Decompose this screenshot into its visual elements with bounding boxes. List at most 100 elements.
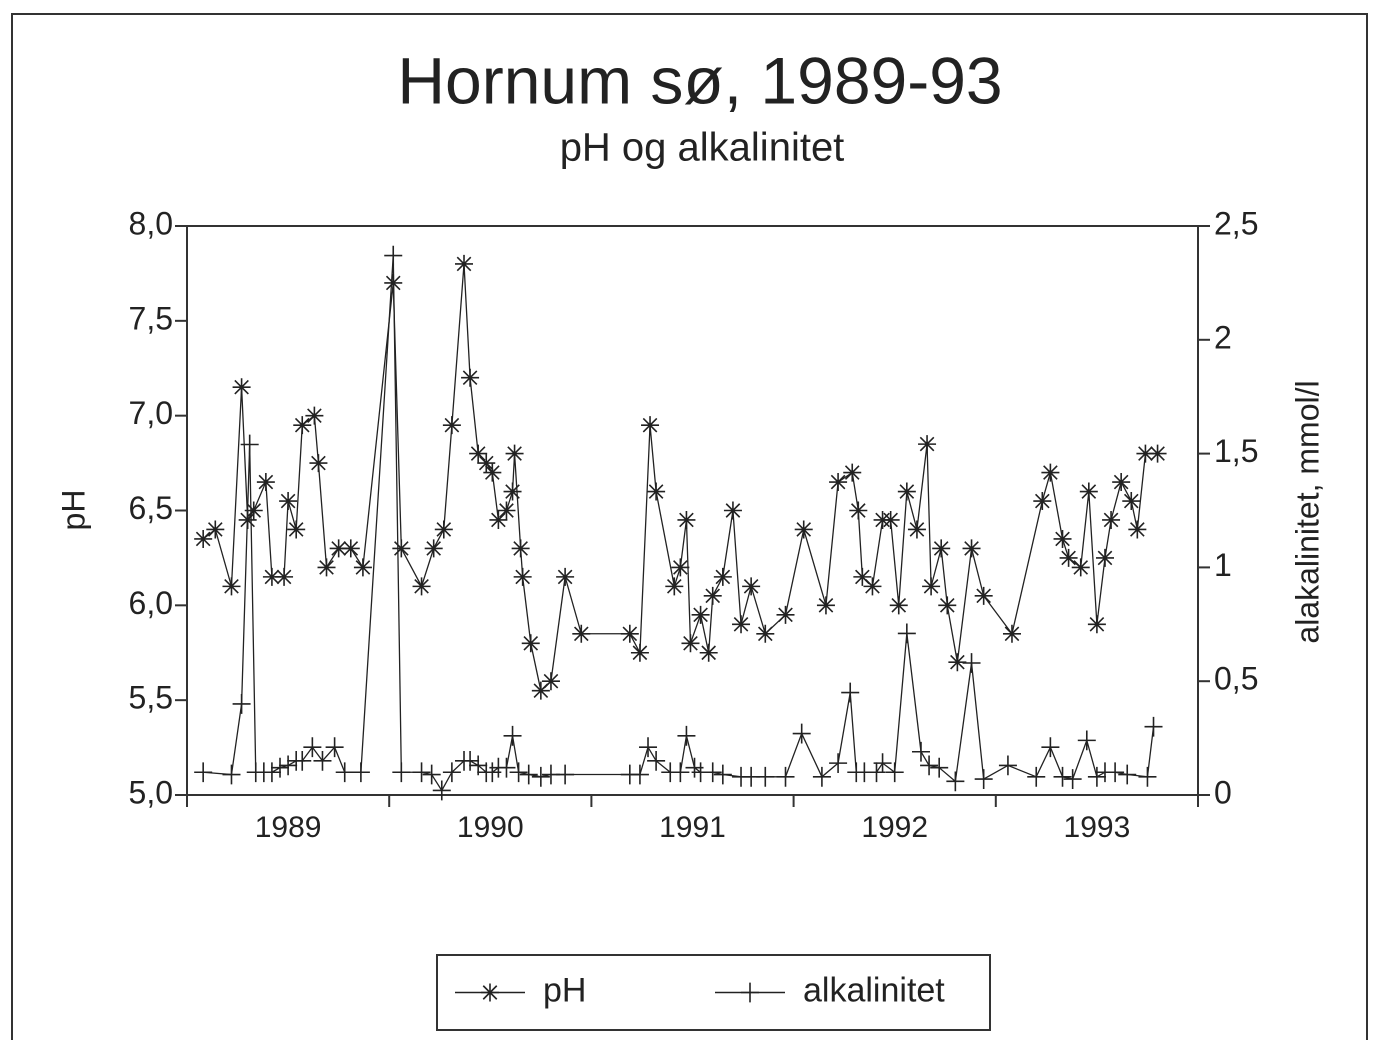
asterisk-marker: [732, 615, 751, 634]
plus-marker: [897, 623, 916, 644]
asterisk-marker: [513, 567, 532, 586]
asterisk-marker: [1102, 510, 1121, 529]
asterisk-marker: [691, 605, 710, 624]
asterisk-marker: [262, 567, 281, 586]
plus-marker: [293, 750, 312, 771]
plus-marker: [262, 762, 281, 783]
plus-marker: [313, 750, 332, 771]
legend-label: pH: [543, 971, 586, 1009]
y2-tick-label: 2,5: [1214, 205, 1258, 241]
asterisk-marker: [222, 577, 241, 596]
plus-marker: [1144, 716, 1163, 737]
plus-marker: [335, 762, 354, 783]
asterisk-marker: [849, 501, 868, 520]
plus-marker: [756, 766, 775, 787]
asterisk-marker: [794, 520, 813, 539]
plus-marker: [998, 755, 1017, 776]
plus-marker: [422, 764, 441, 785]
plus-marker: [671, 762, 690, 783]
plus-marker: [974, 769, 993, 789]
plus-marker: [630, 764, 649, 785]
plus-marker: [1063, 769, 1082, 789]
plus-marker: [303, 737, 322, 758]
y2-tick-label: 1: [1214, 547, 1232, 583]
asterisk-marker: [853, 567, 872, 586]
asterisk-marker: [505, 444, 524, 463]
asterisk-marker: [329, 539, 348, 558]
asterisk-marker: [1095, 548, 1114, 567]
asterisk-marker: [1071, 558, 1090, 577]
asterisk-marker: [279, 492, 298, 511]
plus-marker: [930, 757, 949, 778]
asterisk-marker: [511, 539, 530, 558]
asterisk-marker: [776, 605, 795, 624]
asterisk-marker: [907, 520, 926, 539]
plus-marker: [812, 766, 831, 787]
asterisk-marker: [287, 520, 306, 539]
asterisk-marker: [497, 501, 516, 520]
plus-marker: [351, 762, 370, 783]
asterisk-marker: [938, 596, 957, 615]
asterisk-marker: [948, 653, 967, 672]
y2-tick-label: 1,5: [1214, 433, 1258, 469]
plus-marker: [885, 762, 904, 783]
asterisk-marker: [556, 567, 575, 586]
plus-marker: [194, 762, 213, 783]
asterisk-marker: [392, 539, 411, 558]
y2-axis-label: alakalinitet, mmol/l: [1289, 380, 1325, 643]
asterisk-marker: [309, 454, 328, 473]
asterisk-marker: [477, 454, 496, 473]
plus-marker: [442, 762, 461, 783]
asterisk-marker: [897, 482, 916, 501]
asterisk-marker: [723, 501, 742, 520]
asterisk-marker: [1136, 444, 1155, 463]
asterisk-marker: [541, 672, 560, 691]
asterisk-marker: [1122, 492, 1141, 511]
asterisk-marker: [677, 510, 696, 529]
plus-marker: [873, 753, 892, 774]
x-tick-label: 1990: [457, 811, 524, 844]
plus-marker: [497, 757, 516, 778]
asterisk-marker: [713, 567, 732, 586]
asterisk-marker: [699, 643, 718, 662]
asterisk-marker: [843, 463, 862, 482]
asterisk-marker: [863, 577, 882, 596]
plus-marker: [503, 725, 522, 746]
y-tick-label: 6,5: [129, 490, 173, 526]
plus-marker: [222, 764, 241, 785]
asterisk-marker: [232, 378, 251, 397]
y2-tick-label: 0,5: [1214, 661, 1258, 697]
asterisk-marker: [1033, 492, 1052, 511]
plus-marker: [1106, 762, 1125, 783]
plus-marker: [703, 762, 722, 783]
x-tick-label: 1992: [861, 811, 928, 844]
x-tick-label: 1993: [1064, 811, 1131, 844]
asterisk-marker: [489, 510, 508, 529]
asterisk-marker: [275, 567, 294, 586]
plus-marker: [519, 764, 538, 785]
plus-marker: [776, 766, 795, 787]
plus-marker: [556, 764, 575, 785]
asterisk-marker: [647, 482, 666, 501]
asterisk-marker: [681, 634, 700, 653]
asterisk-marker: [881, 510, 900, 529]
asterisk-marker: [206, 520, 225, 539]
chart-subtitle: pH og alkalinitet: [560, 126, 845, 170]
asterisk-marker: [412, 577, 431, 596]
asterisk-marker: [1112, 473, 1131, 492]
asterisk-marker: [341, 539, 360, 558]
asterisk-marker: [1053, 529, 1072, 548]
plus-marker: [741, 982, 759, 1003]
asterisk-marker: [922, 577, 941, 596]
plus-marker: [1118, 764, 1137, 785]
plus-marker: [1053, 766, 1072, 787]
asterisk-marker: [293, 416, 312, 435]
asterisk-marker: [461, 368, 480, 387]
plus-marker: [1087, 766, 1106, 787]
asterisk-marker: [521, 634, 540, 653]
y2-tick-label: 0: [1214, 774, 1232, 810]
asterisk-marker: [503, 482, 522, 501]
asterisk-marker: [742, 577, 761, 596]
asterisk-marker: [641, 416, 660, 435]
plus-marker: [392, 762, 411, 783]
